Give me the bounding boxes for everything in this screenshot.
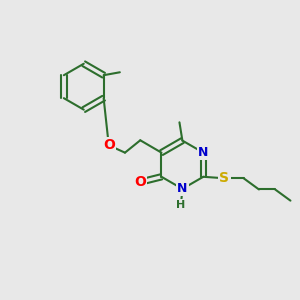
Text: H: H xyxy=(176,200,185,210)
Text: N: N xyxy=(198,146,208,159)
Text: N: N xyxy=(177,182,188,195)
Text: O: O xyxy=(103,138,115,152)
Text: O: O xyxy=(134,175,146,189)
Text: S: S xyxy=(220,171,230,185)
